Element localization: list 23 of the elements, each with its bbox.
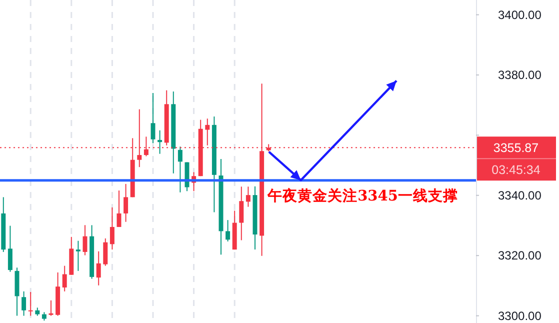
ref-line-label: 3355.87 [493, 141, 539, 156]
y-tick-label: 3400.00 [498, 8, 542, 22]
candlestick [124, 183, 128, 222]
candlestick [28, 291, 33, 316]
y-tick-label: 3320.00 [498, 248, 542, 263]
candlestick [103, 238, 108, 266]
candlestick [62, 265, 67, 292]
annotation: 午夜黄金关注3345一线支撑 [266, 186, 458, 204]
candlestick [178, 146, 182, 193]
candlestick [226, 220, 230, 242]
candlestick [22, 290, 26, 316]
candlestick [96, 250, 101, 286]
y-tick-label: 3380.00 [498, 68, 542, 82]
text: 03:45:34 [492, 163, 540, 178]
candlestick [239, 186, 244, 241]
candlestick [150, 92, 156, 144]
y-tick-label: 3300.00 [498, 308, 542, 323]
y-tick-label: 3340.00 [498, 188, 542, 202]
candlestick [158, 130, 162, 154]
candlestick [110, 206, 114, 250]
candlestick [76, 240, 80, 272]
candlestick [246, 186, 250, 208]
candlestick [8, 225, 12, 272]
